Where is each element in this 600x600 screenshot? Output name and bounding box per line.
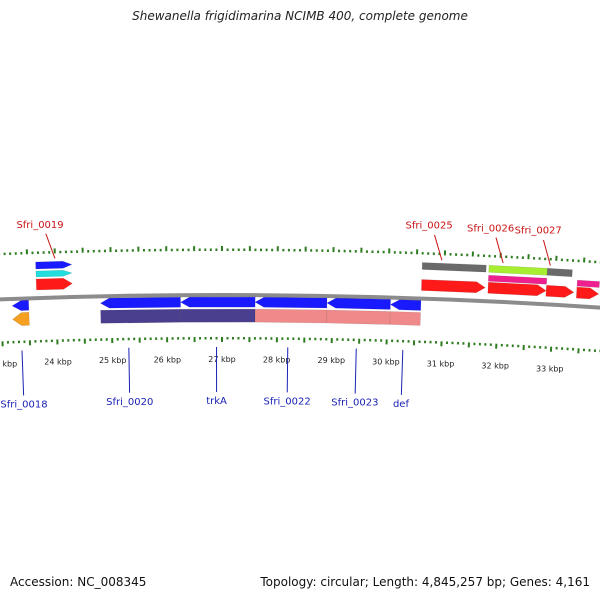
gene-feature-magenta[interactable]: [576, 279, 600, 288]
gene-feature-cds_red[interactable]: [35, 277, 73, 291]
leader-line: [128, 347, 131, 393]
feature-tracks: [11, 260, 600, 326]
gene-feature-blue[interactable]: [35, 260, 73, 270]
scale-label: 23 kbp: [0, 359, 17, 368]
gene-feature-salmon[interactable]: [326, 309, 391, 325]
map-title: Shewanella frigidimarina NCIMB 400, comp…: [132, 9, 468, 23]
gene-label[interactable]: Sfri_0025: [406, 221, 453, 232]
gene-feature-cds_red[interactable]: [421, 279, 486, 294]
scale-label: 28 kbp: [263, 355, 291, 364]
gene-feature-blue[interactable]: [326, 297, 391, 310]
outer-tick-ring: [0, 246, 600, 264]
gene-feature-lime[interactable]: [488, 264, 548, 276]
leader-line: [542, 239, 551, 266]
leader-line: [45, 233, 56, 259]
gene-feature-salmon[interactable]: [389, 311, 421, 326]
scale-label: 25 kbp: [99, 356, 127, 365]
gene-label[interactable]: def: [393, 399, 410, 410]
leader-line: [21, 350, 25, 396]
gene-feature-cds_red[interactable]: [575, 286, 600, 300]
gene-feature-magenta[interactable]: [487, 274, 548, 285]
scale-label: 33 kbp: [536, 365, 564, 374]
gene-feature-orange[interactable]: [12, 311, 30, 326]
scale-label: 31 kbp: [427, 359, 455, 368]
scale-label: 26 kbp: [154, 355, 182, 364]
gene-feature-navy[interactable]: [180, 308, 256, 323]
gene-label[interactable]: Sfri_0023: [331, 398, 378, 409]
scale-label: 30 kbp: [372, 357, 400, 366]
gene-label[interactable]: trkA: [206, 396, 227, 407]
gene-feature-salmon[interactable]: [254, 308, 328, 324]
gene-feature-blue[interactable]: [11, 299, 30, 311]
gene-feature-cds_red[interactable]: [545, 284, 575, 298]
accession-text: Accession: NC_008345: [10, 575, 147, 589]
scale-label: 24 kbp: [44, 357, 72, 366]
gene-feature-cds_red[interactable]: [487, 281, 547, 297]
leader-line: [495, 237, 504, 264]
scale-label: 27 kbp: [208, 355, 236, 364]
gene-labels: Sfri_0019 Sfri_0025 Sfri_0026 Sfri_0027 Sfri…: [0, 220, 561, 411]
gene-label[interactable]: Sfri_0020: [106, 397, 153, 408]
gene-label[interactable]: Sfri_0027: [515, 226, 562, 237]
scale-labels: 23 kbp 24 kbp 25 kbp 26 kbp 27 kbp 28 kbp 29 k…: [0, 355, 564, 374]
gene-feature-navy[interactable]: [100, 308, 182, 324]
gene-label[interactable]: Sfri_0026: [467, 223, 514, 234]
gene-label[interactable]: Sfri_0018: [0, 400, 47, 411]
label-leader-lines: [21, 233, 551, 396]
gene-feature-cyan[interactable]: [35, 269, 73, 278]
gene-label[interactable]: Sfri_0022: [263, 396, 310, 407]
gene-feature-gray[interactable]: [546, 267, 573, 278]
gene-feature-blue[interactable]: [254, 296, 328, 309]
topology-text: Topology: circular; Length: 4,845,257 bp…: [260, 575, 590, 589]
gene-label[interactable]: Sfri_0019: [16, 220, 63, 231]
inner-tick-ring: [1, 337, 600, 354]
leader-line: [400, 349, 404, 395]
scale-label: 32 kbp: [481, 362, 509, 371]
leader-line: [354, 348, 357, 394]
genome-backbone: [0, 293, 600, 310]
gene-feature-blue[interactable]: [99, 296, 181, 309]
scale-label: 29 kbp: [318, 356, 346, 365]
leader-line: [286, 347, 289, 393]
leader-line: [434, 234, 443, 261]
gene-feature-blue[interactable]: [179, 296, 256, 308]
gene-feature-gray[interactable]: [421, 262, 487, 273]
gene-feature-blue[interactable]: [389, 299, 422, 311]
